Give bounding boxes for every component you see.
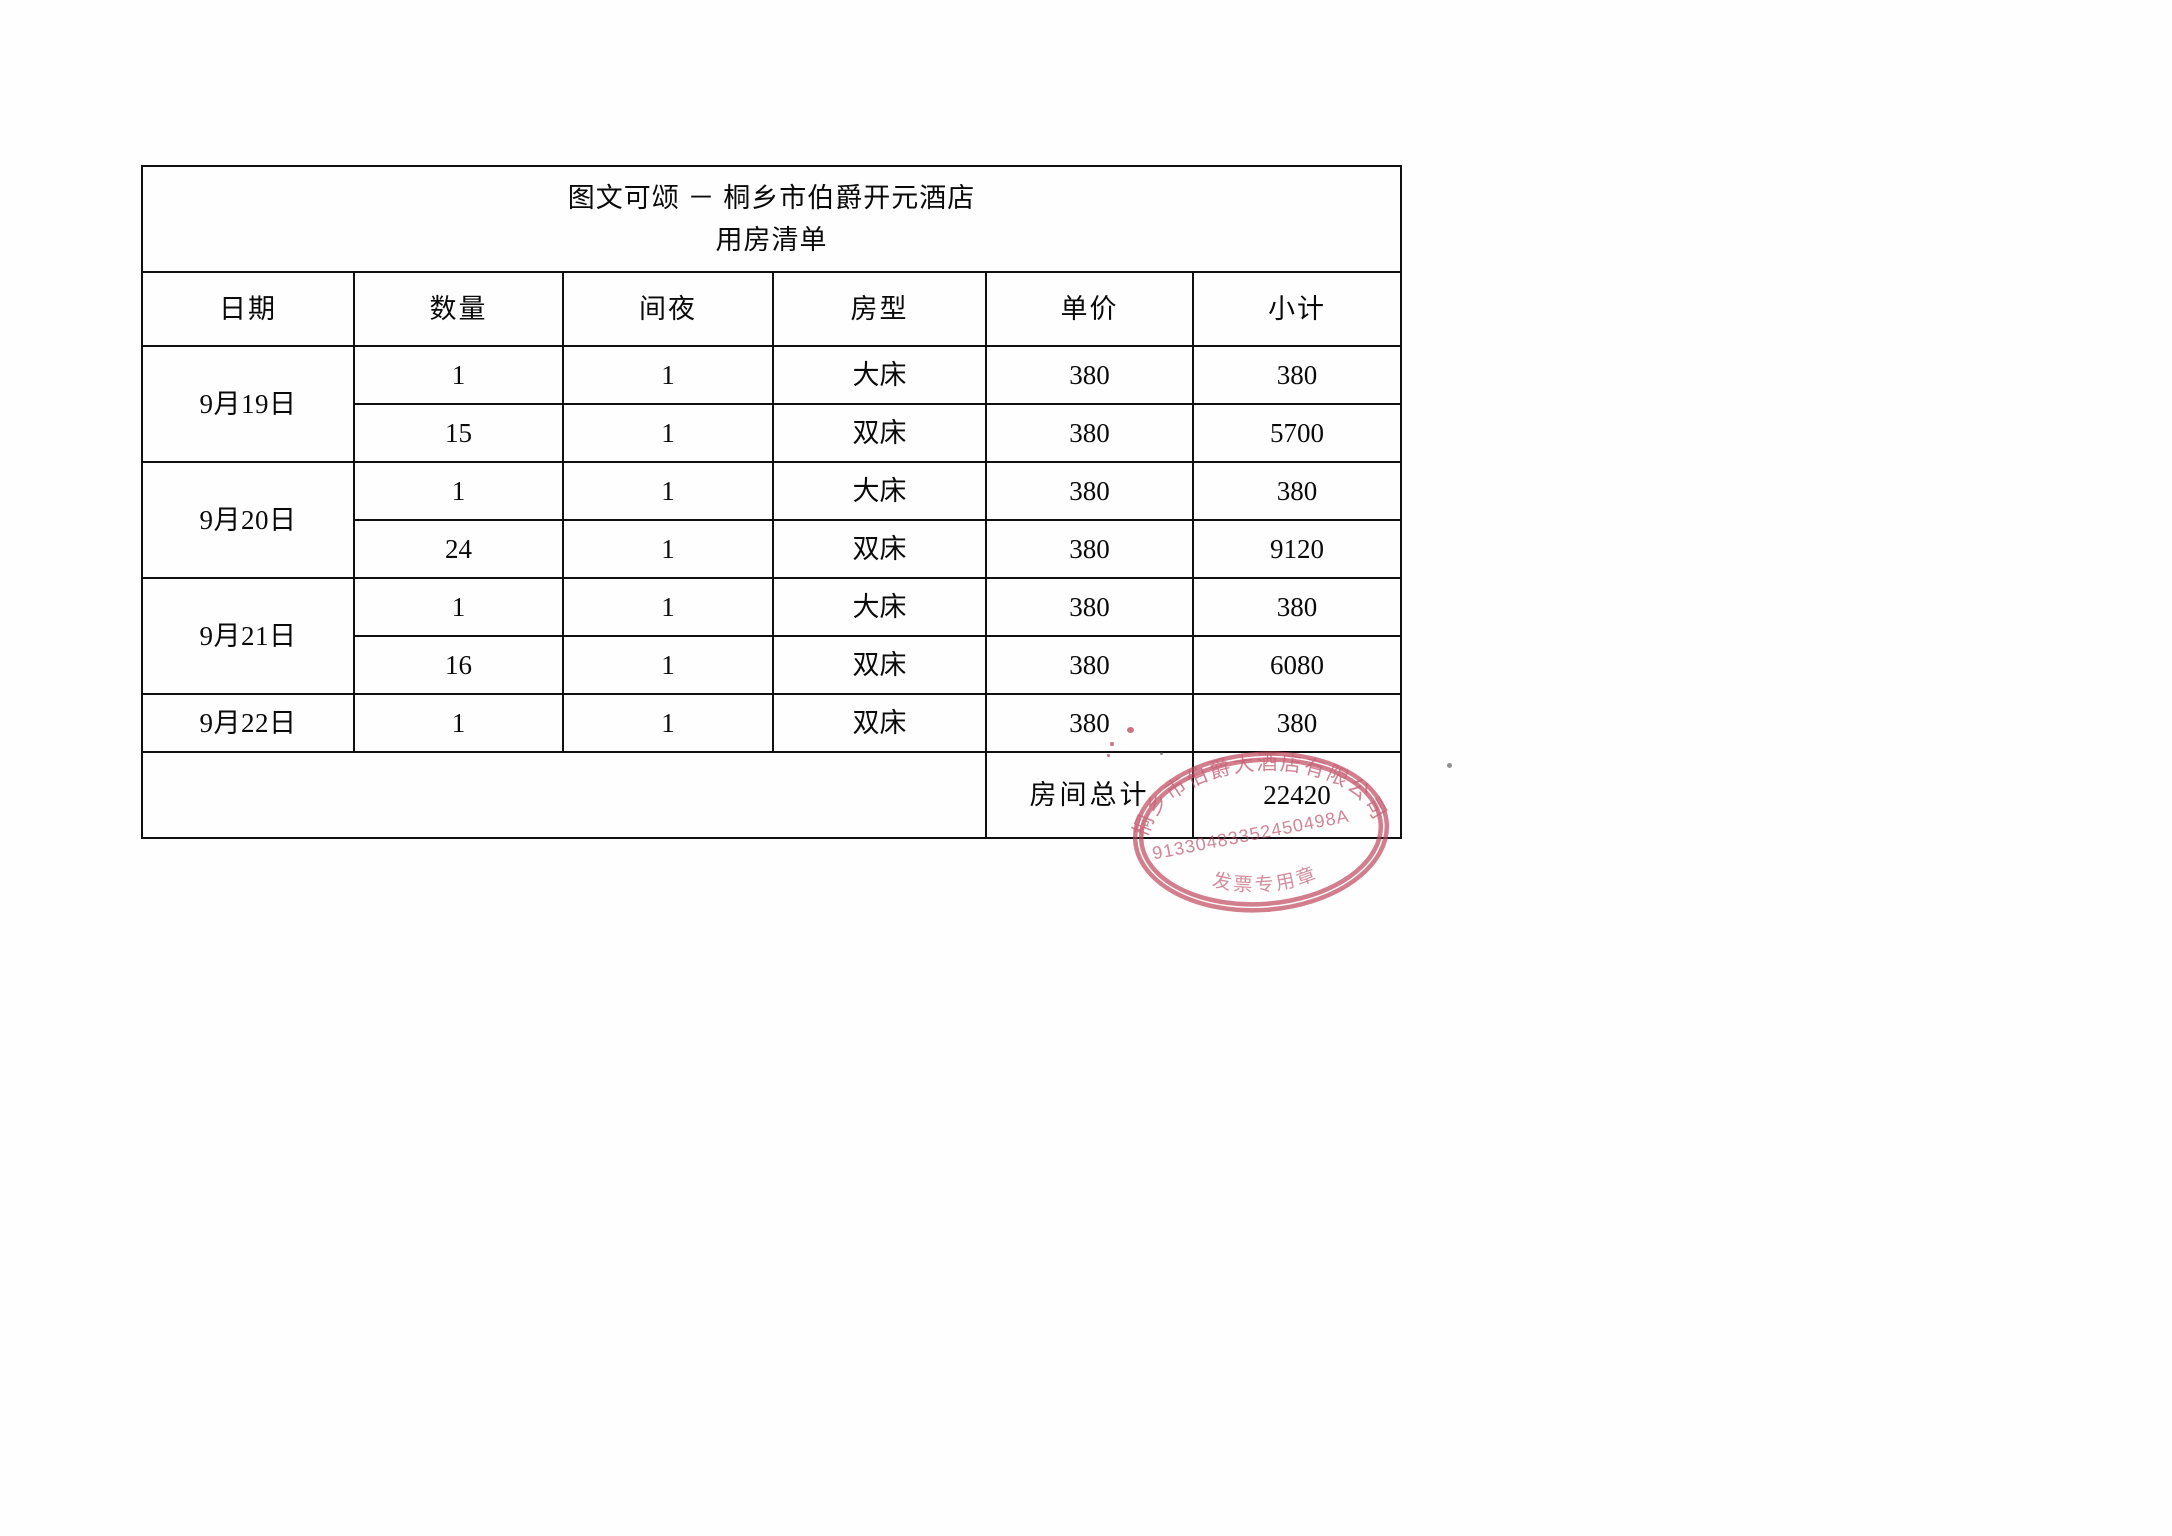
cell-price: 380	[985, 577, 1194, 637]
cell-night: 1	[562, 635, 774, 695]
cell-night: 1	[562, 403, 774, 463]
cell-type: 双床	[772, 403, 987, 463]
cell-sub: 380	[1192, 461, 1402, 521]
cell-qty: 16	[353, 635, 564, 695]
cell-sub: 380	[1192, 345, 1402, 405]
cell-price: 380	[985, 345, 1194, 405]
table-row: 16 1 双床 380 6080	[142, 635, 1402, 695]
ink-speckle	[1127, 727, 1134, 733]
cell-sub: 380	[1192, 693, 1402, 753]
cell-qty: 15	[353, 403, 564, 463]
cell-price: 380	[985, 461, 1194, 521]
table-header-row: 日期 数量 间夜 房型 单价 小计	[141, 271, 1402, 347]
ink-speckle	[1107, 754, 1110, 757]
cell-date: 9月22日	[141, 693, 355, 753]
cell-sub: 6080	[1192, 635, 1402, 695]
table-total-row: 房间总计 22420	[141, 751, 1402, 839]
column-header-date: 日期	[141, 271, 355, 347]
cell-type: 大床	[772, 345, 987, 405]
cell-type: 双床	[772, 635, 987, 695]
table-row: 24 1 双床 380 9120	[142, 519, 1402, 579]
ink-dot	[1447, 763, 1452, 768]
cell-date: 9月20日	[141, 461, 355, 579]
cell-price: 380	[985, 635, 1194, 695]
cell-qty: 1	[353, 693, 564, 753]
cell-price: 380	[985, 693, 1194, 753]
cell-type: 双床	[772, 693, 987, 753]
title-line-2: 用房清单	[715, 225, 828, 255]
column-header-sub: 小计	[1192, 271, 1402, 347]
cell-night: 1	[562, 345, 774, 405]
cell-qty: 1	[353, 577, 564, 637]
cell-night: 1	[562, 577, 774, 637]
cell-qty: 1	[353, 345, 564, 405]
table-row: 15 1 双床 380 5700	[142, 403, 1402, 463]
cell-type: 大床	[772, 461, 987, 521]
ink-speckle	[1110, 742, 1114, 746]
stamp-bottom-text: 发票专用章	[1209, 862, 1322, 900]
total-value: 22420	[1192, 751, 1402, 839]
cell-night: 1	[562, 519, 774, 579]
total-row-filler	[141, 751, 987, 839]
cell-night: 1	[562, 461, 774, 521]
room-usage-table: 图文可颂 － 桐乡市伯爵开元酒店 用房清单 日期 数量 间夜 房型 单价 小计 9月19日 1 1 大…	[141, 165, 1402, 839]
cell-date: 9月21日	[141, 577, 355, 695]
table-title-row: 图文可颂 － 桐乡市伯爵开元酒店 用房清单	[141, 165, 1402, 273]
table-row: 9月19日 1 1 大床 380 380	[141, 345, 1402, 463]
cell-sub: 5700	[1192, 403, 1402, 463]
ink-dot	[1160, 752, 1163, 755]
table-row: 9月20日 1 1 大床 380 380	[141, 461, 1402, 579]
column-header-qty: 数量	[353, 271, 564, 347]
cell-night: 1	[562, 693, 774, 753]
cell-type: 双床	[772, 519, 987, 579]
column-header-type: 房型	[772, 271, 987, 347]
table-row: 9月22日 1 1 双床 380 380	[141, 693, 1402, 753]
total-label: 房间总计	[985, 751, 1194, 839]
document-title: 图文可颂 － 桐乡市伯爵开元酒店 用房清单	[141, 165, 1402, 273]
column-header-price: 单价	[985, 271, 1194, 347]
cell-type: 大床	[772, 577, 987, 637]
cell-qty: 1	[353, 461, 564, 521]
table-row: 9月21日 1 1 大床 380 380	[141, 577, 1402, 695]
title-line-1: 图文可颂 － 桐乡市伯爵开元酒店	[567, 182, 976, 213]
cell-price: 380	[985, 403, 1194, 463]
cell-sub: 9120	[1192, 519, 1402, 579]
column-header-night: 间夜	[562, 271, 774, 347]
cell-price: 380	[985, 519, 1194, 579]
cell-date: 9月19日	[141, 345, 355, 463]
cell-qty: 24	[353, 519, 564, 579]
cell-sub: 380	[1192, 577, 1402, 637]
